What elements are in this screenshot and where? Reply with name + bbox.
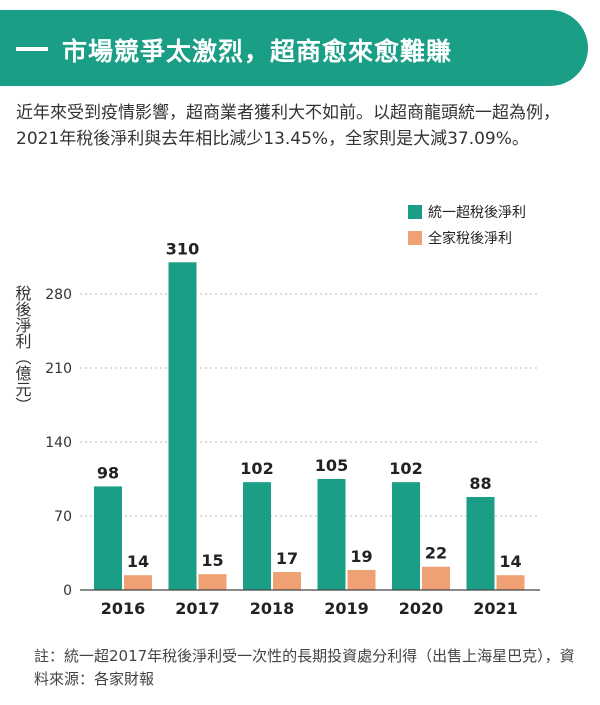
data-label: 102 <box>240 459 273 478</box>
y-tick-label: 210 <box>45 361 72 377</box>
bar-uni-2019 <box>317 479 346 590</box>
x-tick-label: 2017 <box>175 599 220 618</box>
legend-label: 全家稅後淨利 <box>428 230 512 247</box>
data-label: 14 <box>127 552 149 571</box>
bar-family-2020 <box>422 566 450 590</box>
x-tick-label: 2020 <box>399 599 444 618</box>
data-label: 14 <box>499 552 521 571</box>
data-label: 19 <box>350 547 372 566</box>
y-tick-label: 280 <box>45 287 72 303</box>
data-label: 310 <box>166 239 199 258</box>
y-tick-label: 70 <box>54 509 72 525</box>
bar-uni-2016 <box>94 486 122 590</box>
y-tick-label: 0 <box>63 583 72 599</box>
header-dash <box>16 47 48 51</box>
bar-family-2018 <box>273 572 301 590</box>
x-tick-label: 2016 <box>101 599 146 618</box>
bar-uni-2021 <box>466 496 495 590</box>
x-tick-label: 2019 <box>324 599 369 618</box>
y-axis-title: 稅後淨利（億元） <box>13 285 32 413</box>
header-title: 市場競爭太激烈，超商愈來愈難賺 <box>62 37 453 66</box>
x-tick-label: 2018 <box>250 599 295 618</box>
bar-uni-2020 <box>392 482 420 590</box>
legend-swatch <box>408 231 422 245</box>
bar-uni-2018 <box>243 482 271 590</box>
bar-family-2017 <box>198 574 227 590</box>
intro-paragraph: 近年來受到疫情影響，超商業者獲利大不如前。以超商龍頭統一超為例，2021年稅後淨… <box>16 103 560 149</box>
bar-uni-2017 <box>168 262 197 590</box>
data-label: 15 <box>201 551 223 570</box>
grid-lines <box>80 293 540 517</box>
legend-swatch <box>408 205 422 219</box>
data-label: 88 <box>469 474 491 493</box>
y-tick-label: 140 <box>45 435 72 451</box>
bars: 98 14 310 15 102 17 105 19 102 22 88 14 <box>94 239 525 590</box>
legend-label: 統一超稅後淨利 <box>428 205 526 221</box>
bar-chart: 0 70 140 210 280 稅後淨利（億元） 98 14 310 15 102 17 105 1… <box>13 205 540 618</box>
y-axis-ticks: 0 70 140 210 280 <box>45 287 72 599</box>
data-label: 22 <box>425 544 447 563</box>
data-label: 105 <box>315 456 348 475</box>
x-tick-label: 2021 <box>473 599 518 618</box>
data-label: 17 <box>276 549 298 568</box>
bar-family-2016 <box>124 575 152 590</box>
data-label: 102 <box>389 459 422 478</box>
data-label: 98 <box>97 463 119 482</box>
bar-family-2019 <box>347 569 376 590</box>
x-axis-ticks: 2016 2017 2018 2019 2020 2021 <box>101 599 518 618</box>
bar-family-2021 <box>496 575 525 590</box>
y-axis-title: 稅後淨利（億元） <box>13 285 32 413</box>
header-banner: 市場競爭太激烈，超商愈來愈難賺 <box>0 10 588 86</box>
footnote: 註：統一超2017年稅後淨利受一次性的長期投資處分利得（出售上海星巴克），資料來… <box>34 647 575 688</box>
